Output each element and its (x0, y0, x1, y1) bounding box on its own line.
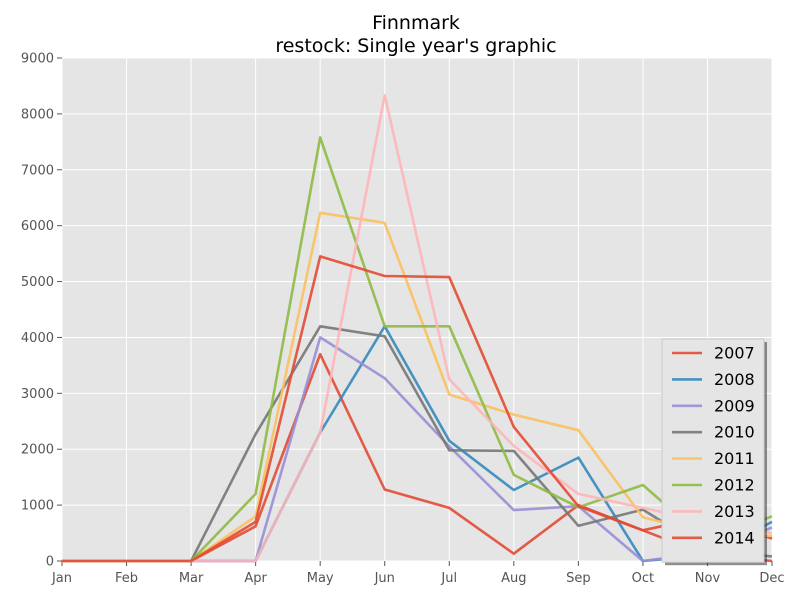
x-tick-label: Dec (759, 571, 784, 586)
legend-label: 2007 (714, 344, 755, 363)
y-tick-label: 9000 (21, 52, 54, 67)
legend-label: 2008 (714, 370, 755, 389)
y-tick-label: 8000 (21, 107, 54, 122)
x-tick-label: Oct (632, 571, 654, 586)
x-tick-label: Nov (695, 571, 721, 586)
axis-ticks: 0 1000 2000 3000 4000 5000 6000 7000 8000 9000 Jan… (21, 52, 785, 587)
chart-title: Finnmark (372, 12, 460, 34)
x-tick-label: Jan (51, 571, 72, 586)
y-tick-label: 1000 (21, 499, 54, 514)
y-tick-label: 4000 (21, 331, 54, 346)
y-tick-label: 2000 (21, 443, 54, 458)
x-tick-label: Feb (115, 571, 138, 586)
grid (61, 57, 773, 562)
legend-label: 2012 (714, 476, 755, 495)
legend-label: 2014 (714, 528, 755, 547)
x-tick-label: Apr (244, 571, 267, 586)
legend-label: 2011 (714, 449, 755, 468)
y-tick-label: 5000 (21, 275, 54, 290)
x-tick-label: Sep (566, 571, 591, 586)
x-tick-label: May (307, 571, 334, 586)
legend: 2007 2008 2009 2010 2011 2012 2013 2014 (661, 338, 767, 566)
y-tick-label: 7000 (21, 163, 54, 178)
series-line-2014 (62, 255, 773, 563)
series-lines (62, 94, 773, 563)
y-tick-label: 0 (46, 555, 54, 570)
y-tick-label: 6000 (21, 219, 54, 234)
x-tick-label: Jul (440, 571, 457, 586)
y-tick-label: 3000 (21, 387, 54, 402)
legend-label: 2009 (714, 396, 755, 415)
chart-subtitle: restock: Single year's graphic (275, 35, 556, 57)
x-tick-label: Jun (374, 571, 395, 586)
legend-label: 2010 (714, 423, 755, 442)
x-tick-label: Aug (501, 571, 526, 586)
legend-label: 2013 (714, 502, 755, 521)
x-tick-label: Mar (179, 571, 204, 586)
legend-box (661, 338, 765, 563)
